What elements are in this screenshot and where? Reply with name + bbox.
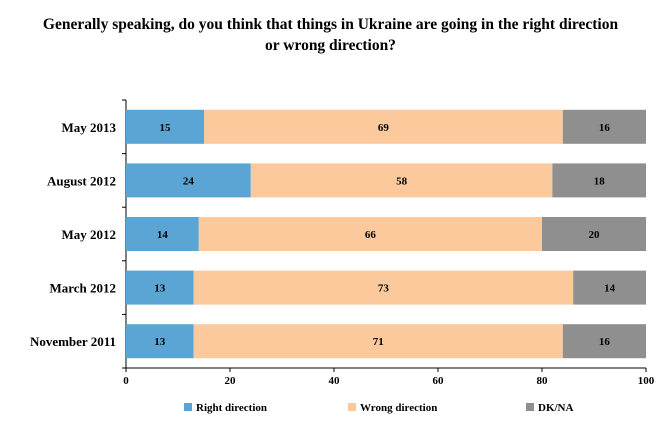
bar-dk-na-may-2013 — [562, 109, 646, 144]
data-label-right-direction-march-2012: 13 — [154, 283, 166, 295]
bar-right-direction-may-2013 — [126, 109, 204, 144]
data-labels: 15 69 16 24 58 18 14 66 20 13 73 14 13 71 16 — [154, 122, 615, 348]
bar-wrong-direction-may-2013 — [204, 109, 563, 144]
category-label-august-2012: August 2012 — [47, 173, 116, 188]
x-tick-label-0: 0 — [123, 375, 129, 387]
data-label-dk-na-march-2012: 14 — [604, 283, 616, 295]
bar-right-direction-may-2012 — [126, 217, 199, 251]
data-label-wrong-direction-november-2011: 71 — [373, 336, 384, 348]
bar-wrong-direction-march-2012 — [193, 270, 574, 305]
legend-label-dk-na: DK/NA — [538, 402, 574, 414]
bar-dk-na-may-2012 — [542, 217, 646, 251]
bar-dk-na-march-2012 — [573, 270, 646, 305]
x-tick-label-100: 100 — [638, 375, 655, 387]
data-label-dk-na-november-2011: 16 — [599, 336, 611, 348]
category-label-march-2012: March 2012 — [49, 281, 116, 296]
axes: May 2013 August 2012 May 2012 March 2012 Nov… — [30, 99, 655, 387]
x-tick-label-20: 20 — [225, 375, 237, 387]
data-label-dk-na-august-2012: 18 — [594, 175, 606, 187]
bar-wrong-direction-november-2011 — [193, 324, 563, 359]
bar-dk-na-november-2011 — [562, 324, 646, 359]
chart-title: Generally speaking, do you think that th… — [0, 14, 661, 56]
legend-swatch-right-direction — [184, 403, 192, 411]
data-label-wrong-direction-may-2012: 66 — [365, 229, 377, 241]
legend-swatch-dk-na — [526, 403, 534, 411]
data-label-dk-na-may-2013: 16 — [599, 122, 611, 134]
bar-wrong-direction-august-2012 — [250, 163, 553, 198]
chart-title-line-2: or wrong direction? — [265, 37, 396, 54]
x-tick-label-80: 80 — [537, 375, 549, 387]
data-label-right-direction-august-2012: 24 — [183, 175, 195, 187]
bar-right-direction-march-2012 — [126, 270, 194, 305]
data-label-right-direction-may-2012: 14 — [157, 229, 169, 241]
data-label-right-direction-may-2013: 15 — [160, 122, 172, 134]
x-tick-label-60: 60 — [433, 375, 445, 387]
data-label-right-direction-november-2011: 13 — [154, 336, 166, 348]
bar-right-direction-november-2011 — [126, 324, 194, 359]
legend-label-right-direction: Right direction — [196, 402, 267, 414]
data-label-dk-na-may-2012: 20 — [589, 229, 601, 241]
category-label-may-2013: May 2013 — [61, 120, 116, 135]
data-label-wrong-direction-march-2012: 73 — [378, 283, 390, 295]
bar-right-direction-august-2012 — [126, 163, 251, 198]
bar-wrong-direction-may-2012 — [198, 217, 543, 251]
category-label-may-2012: May 2012 — [61, 227, 116, 242]
legend-swatch-wrong-direction — [348, 403, 356, 411]
legend: Right direction Wrong direction DK/NA — [184, 402, 574, 414]
data-label-wrong-direction-august-2012: 58 — [396, 175, 408, 187]
bars — [126, 109, 646, 359]
legend-label-wrong-direction: Wrong direction — [360, 402, 437, 414]
bar-dk-na-august-2012 — [552, 163, 646, 198]
x-tick-label-40: 40 — [329, 375, 341, 387]
data-label-wrong-direction-may-2013: 69 — [378, 122, 390, 134]
category-label-november-2011: November 2011 — [30, 334, 116, 349]
chart-title-line-1: Generally speaking, do you think that th… — [42, 16, 619, 33]
